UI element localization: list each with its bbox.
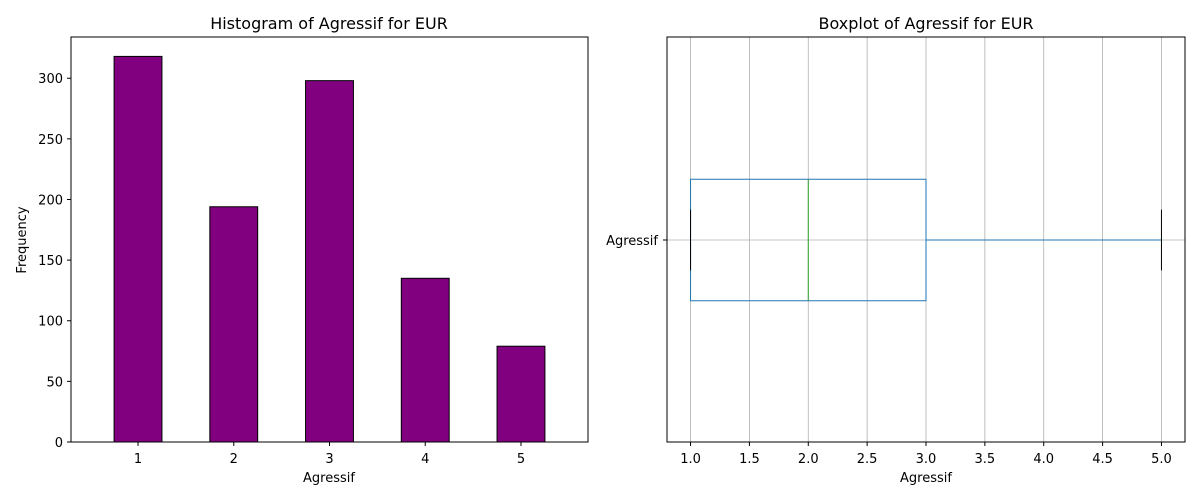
histogram-y-tick-label: 50 xyxy=(46,375,63,390)
boxplot-x-tick-label: 2.5 xyxy=(857,452,878,467)
histogram-bar xyxy=(496,345,546,443)
boxplot-x-tick-label: 4.0 xyxy=(1033,452,1054,467)
histogram-x-ticks: 1 2 3 4 5 xyxy=(134,442,525,467)
histogram-x-tick-label: 2 xyxy=(230,452,238,467)
boxplot-title: Boxplot of Agressif for EUR xyxy=(818,14,1033,33)
boxplot-x-tick-label: 4.5 xyxy=(1092,452,1113,467)
histogram-bar xyxy=(113,55,163,443)
boxplot-x-tick-label: 5.0 xyxy=(1151,452,1172,467)
boxplot-marks xyxy=(690,178,1162,302)
histogram-x-tick-label: 1 xyxy=(134,452,142,467)
boxplot-x-tick-label: 2.0 xyxy=(798,452,819,467)
boxplot-x-tick-label: 3.5 xyxy=(975,452,996,467)
histogram-y-tick-label: 150 xyxy=(38,254,63,269)
histogram-x-tick-label: 3 xyxy=(325,452,333,467)
histogram-bar xyxy=(400,277,450,443)
boxplot-x-axis-label: Agressif xyxy=(900,471,952,486)
histogram-y-tick-label: 300 xyxy=(38,72,63,87)
histogram-x-tick-label: 4 xyxy=(421,452,429,467)
histogram-bar xyxy=(305,80,354,443)
histogram-y-axis-label: Frequency xyxy=(15,206,30,273)
histogram-bar xyxy=(209,206,259,443)
boxplot-x-tick-label: 1.5 xyxy=(739,452,760,467)
boxplot-series-label: Agressif xyxy=(606,234,658,249)
histogram-y-tick-label: 0 xyxy=(55,436,63,451)
histogram-chart: Histogram of Agressif for EUR 0 50 100 150 2… xyxy=(15,14,589,486)
histogram-x-axis-label: Agressif xyxy=(303,471,355,486)
histogram-y-tick-label: 250 xyxy=(38,133,63,148)
histogram-x-tick-label: 5 xyxy=(517,452,525,467)
boxplot-chart: Boxplot of Agressif for EUR 1.0 1.5 2.0 2.5… xyxy=(606,14,1186,486)
histogram-y-tick-label: 200 xyxy=(38,193,63,208)
histogram-title: Histogram of Agressif for EUR xyxy=(210,14,448,33)
boxplot-x-ticks: 1.0 1.5 2.0 2.5 3.0 3.5 4.0 4.5 5.0 xyxy=(680,442,1172,467)
histogram-y-ticks: 0 50 100 150 200 250 300 xyxy=(38,72,71,451)
boxplot-x-tick-label: 1.0 xyxy=(680,452,701,467)
boxplot-x-tick-label: 3.0 xyxy=(916,452,937,467)
histogram-y-tick-label: 100 xyxy=(38,315,63,330)
histogram-plot-frame xyxy=(70,36,589,443)
histogram-bars xyxy=(113,55,546,443)
